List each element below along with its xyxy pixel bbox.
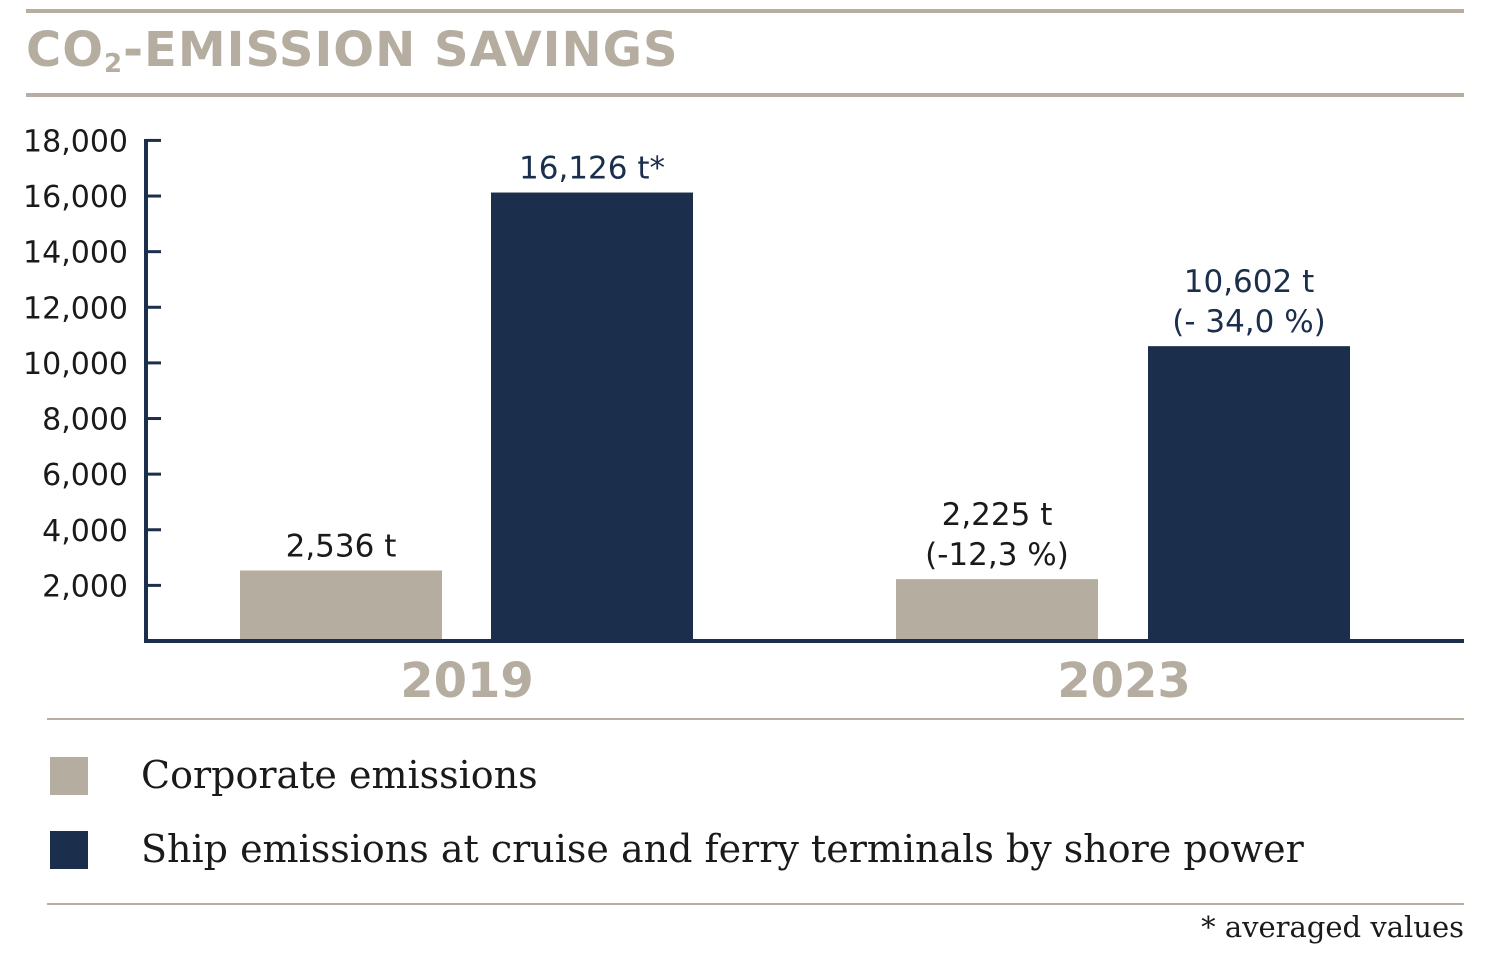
- y-tick-label-4000: 4,000: [42, 514, 128, 549]
- y-tick-label-6000: 6,000: [42, 458, 128, 493]
- legend-label-ship: Ship emissions at cruise and ferry termi…: [141, 827, 1304, 871]
- legend-label-corporate: Corporate emissions: [141, 753, 538, 797]
- chart-title: CO2-EMISSION SAVINGS: [26, 18, 679, 90]
- y-tick-label-10000: 10,000: [23, 347, 128, 382]
- title-underline-rule: [26, 93, 1464, 97]
- chart-bottom-rule: [47, 718, 1464, 720]
- y-tick-label-14000: 14,000: [23, 236, 128, 271]
- legend-swatch-corporate: [50, 757, 88, 795]
- data-label-2023-corporate-line2: (-12,3 %): [925, 537, 1069, 573]
- title-rest: -EMISSION SAVINGS: [123, 22, 679, 78]
- legend-swatch-ship: [50, 831, 88, 869]
- top-rule: [26, 9, 1464, 13]
- x-tick-label-2019: 2019: [400, 653, 534, 709]
- data-label-2019-ship-line1: 16,126 t*: [519, 151, 665, 187]
- footnote: * averaged values: [1201, 910, 1464, 944]
- title-main: CO: [26, 22, 105, 78]
- title-subscript: 2: [104, 49, 124, 79]
- bar-2023-ship: [1148, 346, 1350, 641]
- x-tick-label-2023: 2023: [1057, 653, 1191, 709]
- data-label-2023-corporate-line1: 2,225 t: [942, 497, 1053, 533]
- bar-2019-ship: [491, 192, 693, 641]
- y-tick-label-12000: 12,000: [23, 291, 128, 326]
- y-tick-label-16000: 16,000: [23, 180, 128, 215]
- data-label-2019-corporate-line1: 2,536 t: [286, 528, 397, 564]
- y-tick-label-18000: 18,000: [23, 124, 128, 159]
- data-label-2023-ship-line1: 10,602 t: [1184, 264, 1314, 300]
- y-tick-label-2000: 2,000: [42, 569, 128, 604]
- legend-bottom-rule: [47, 903, 1464, 905]
- bar-chart: 2,536 t 16,126 t* 2019 2,225 t (-12,3 %) 10,6…: [23, 124, 1464, 709]
- data-label-2023-ship-line2: (- 34,0 %): [1172, 304, 1326, 340]
- legend-item-corporate: Corporate emissions: [50, 753, 1450, 797]
- y-tick-label-8000: 8,000: [42, 403, 128, 438]
- legend-item-ship: Ship emissions at cruise and ferry termi…: [50, 827, 1450, 871]
- bar-2023-corporate: [896, 579, 1098, 641]
- bar-2019-corporate: [240, 570, 442, 641]
